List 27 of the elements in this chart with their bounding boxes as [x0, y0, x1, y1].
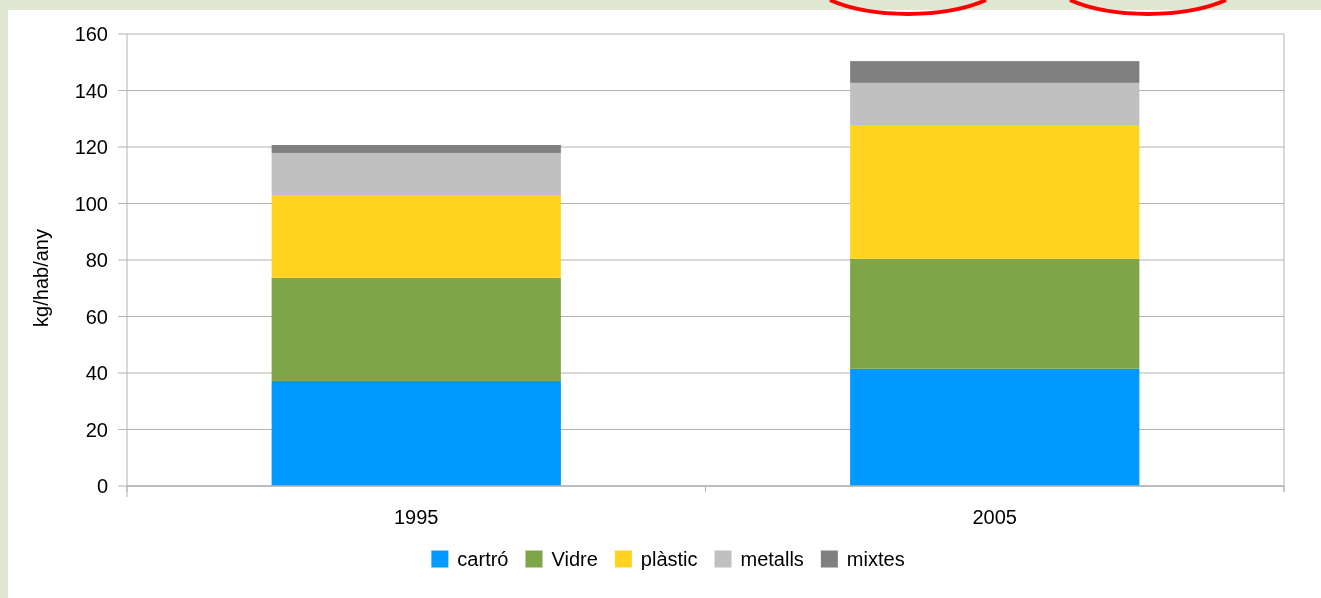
y-tick-label: 40 — [85, 362, 108, 384]
bar — [850, 61, 1140, 83]
bar — [271, 380, 561, 486]
y-tick-label: 20 — [85, 418, 108, 441]
legend-label: plàstic — [640, 548, 698, 570]
y-tick-label: 120 — [74, 136, 108, 158]
bar — [850, 82, 1140, 126]
bar — [271, 152, 561, 196]
y-tick-label: 100 — [74, 192, 108, 215]
y-tick-label: 0 — [96, 475, 108, 497]
legend-label: metalls — [740, 548, 804, 570]
legend-label: cartró — [457, 548, 509, 570]
y-tick-label: 60 — [85, 305, 108, 328]
x-tick-label: 1995 — [394, 506, 439, 528]
legend-label: mixtes — [846, 548, 905, 570]
y-tick-label: 140 — [74, 79, 108, 102]
bar — [271, 195, 561, 278]
bar — [850, 368, 1140, 486]
y-tick-label: 160 — [74, 23, 108, 45]
legend-label: Vidre — [551, 548, 598, 570]
bar — [271, 145, 561, 153]
bar — [850, 125, 1140, 259]
y-axis-title: kg/hab/any — [30, 229, 52, 327]
x-tick-label: 2005 — [972, 506, 1017, 528]
bar — [271, 277, 561, 381]
bar — [850, 258, 1140, 369]
y-tick-label: 80 — [85, 249, 108, 271]
